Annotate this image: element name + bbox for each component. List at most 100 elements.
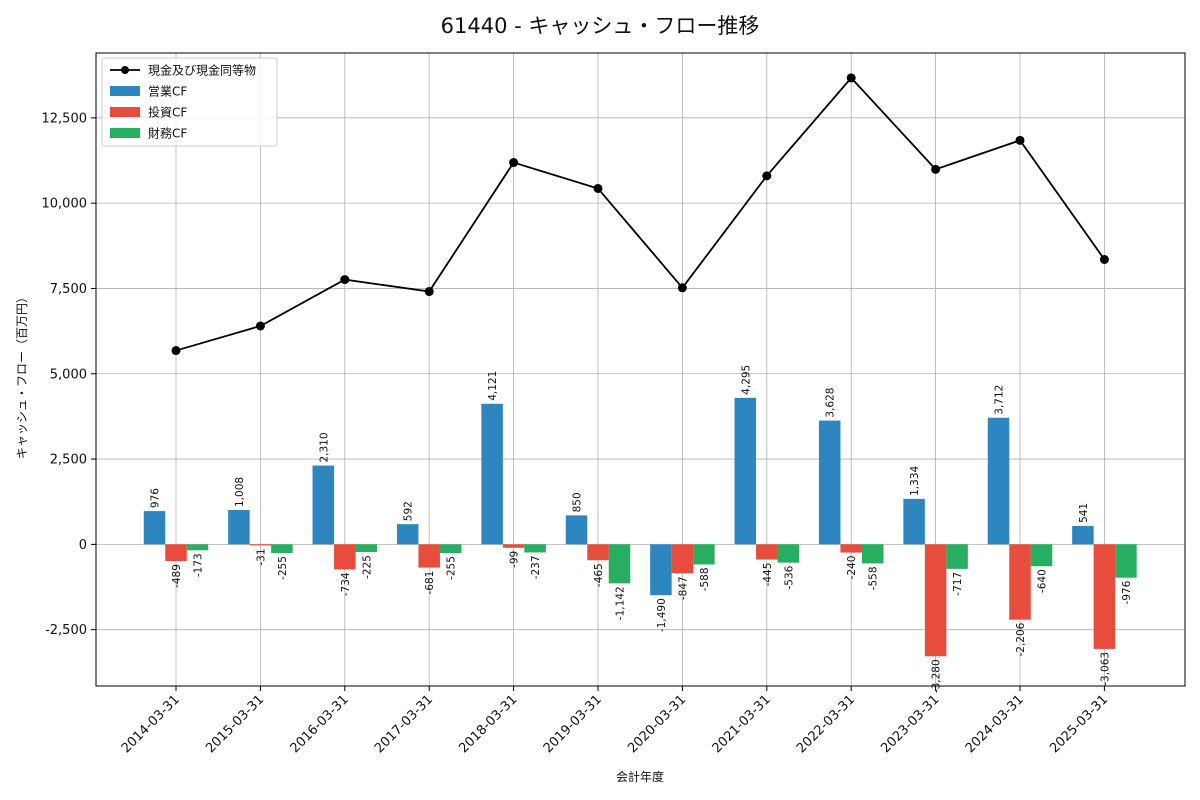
bar-data-label: -640 [1037,569,1049,593]
bar-data-label: -31 [255,548,267,565]
bar-営業CF [481,403,503,545]
y-axis-label: キャッシュ・フロー（百万円） [15,291,29,459]
bar-財務CF [693,544,715,565]
bar-営業CF [903,498,925,545]
bar-data-label: 541 [1078,503,1090,523]
bar-data-label: -734 [340,572,352,596]
bar-投資CF [1009,544,1031,620]
bar-投資CF [756,544,778,560]
bar-data-label: 850 [572,492,584,512]
bar-投資CF [1093,544,1116,649]
bar-data-label: 1,008 [234,477,246,507]
cash-equivalents-point [424,287,434,297]
y-tick-label: 7,500 [50,282,87,297]
bar-data-label: 4,121 [487,371,499,401]
legend-box [101,57,278,147]
legend-swatch [110,107,140,117]
bar-data-label: -717 [952,572,964,596]
bar-営業CF [143,511,166,545]
bar-財務CF [355,544,378,553]
bar-投資CF [840,544,862,553]
bar-営業CF [818,420,841,545]
y-tick-label: 5,000 [50,367,87,382]
bar-data-label: -237 [530,555,542,579]
bar-投資CF [587,544,609,561]
bar-投資CF [924,544,947,657]
bar-data-label: -3,280 [931,659,943,693]
bar-data-label: -225 [361,555,373,579]
bar-投資CF [502,544,525,548]
bar-財務CF [186,544,209,551]
y-tick-label: 2,500 [50,453,87,468]
bar-data-label: -445 [762,563,774,587]
bar-data-label: -255 [277,556,289,580]
bar-data-label: -99 [509,551,521,568]
cash-equivalents-point [931,164,941,174]
bar-data-label: -588 [699,567,711,591]
bar-data-label: 4,295 [740,365,752,395]
bar-data-label: 3,712 [994,385,1006,415]
bar-財務CF [439,544,462,554]
bar-data-label: -173 [193,553,205,577]
x-axis-label: 会計年度 [616,769,664,784]
cash-equivalents-point [1015,135,1025,145]
legend-swatch [110,86,140,96]
bar-data-label: 3,628 [825,388,837,418]
bar-営業CF [228,509,250,545]
bar-data-label: -536 [783,565,795,589]
chart-title: 61440 - キャッシュ・フロー推移 [441,14,760,38]
cash-equivalents-line [175,76,1106,352]
label-layer: 976 1,008 2,310 592 4,121 850 -1,490 4,295 3,628… [150,365,1133,693]
legend-swatch [110,128,140,138]
bar-投資CF [671,544,694,574]
bar-営業CF [650,544,672,596]
bar-data-label: -465 [593,563,605,587]
bar-営業CF [312,465,335,545]
bar-data-label: -1,142 [615,586,627,620]
cash-equivalents-point [255,321,265,331]
cash-equivalents-point [677,283,687,293]
bar-営業CF [396,524,419,545]
bar-財務CF [271,544,293,554]
bar-data-label: -681 [424,571,436,595]
bar-data-label: -1,490 [656,598,668,632]
legend-label: 投資CF [148,105,187,120]
bar-data-label: -847 [677,576,689,600]
bar-投資CF [165,544,187,562]
y-tick-label: 0 [79,538,87,553]
bar-投資CF [334,544,356,570]
plot-frame [95,52,1186,687]
bar-財務CF [946,544,968,569]
bar-財務CF [1030,544,1053,567]
y-tick-label: 12,500 [42,111,88,126]
cash-equivalents-point [593,183,603,193]
bar-営業CF [565,515,588,545]
legend-label: 営業CF [148,85,187,99]
bar-財務CF [524,544,546,553]
bar-layer [143,397,1137,657]
bar-財務CF [608,544,631,584]
bar-営業CF [1072,525,1094,545]
legend-label: 現金及び現金同等物 [148,63,256,78]
cash-equivalents-point [171,346,181,356]
legend-label: 財務CF [148,126,187,141]
y-tick-label: 10,000 [42,197,88,212]
bar-投資CF [418,544,440,568]
cash-equivalents-point [509,158,519,168]
bar-data-label: -558 [868,566,880,590]
bar-財務CF [1115,544,1137,578]
bar-data-label: -3,063 [1099,652,1111,686]
cash-equivalents-point [762,171,772,181]
cash-equivalents-point [1099,254,1109,264]
cash-equivalents-point [340,275,350,285]
bar-財務CF [861,544,884,564]
y-tick-label: -2,500 [45,623,87,638]
bar-data-label: 2,310 [318,432,330,462]
bar-data-label: 592 [403,501,415,521]
bar-data-label: -255 [446,556,458,580]
legend-line-marker [121,66,129,74]
bar-data-label: -489 [171,564,183,588]
bar-営業CF [987,417,1010,545]
cash-equivalents-point [846,73,856,83]
